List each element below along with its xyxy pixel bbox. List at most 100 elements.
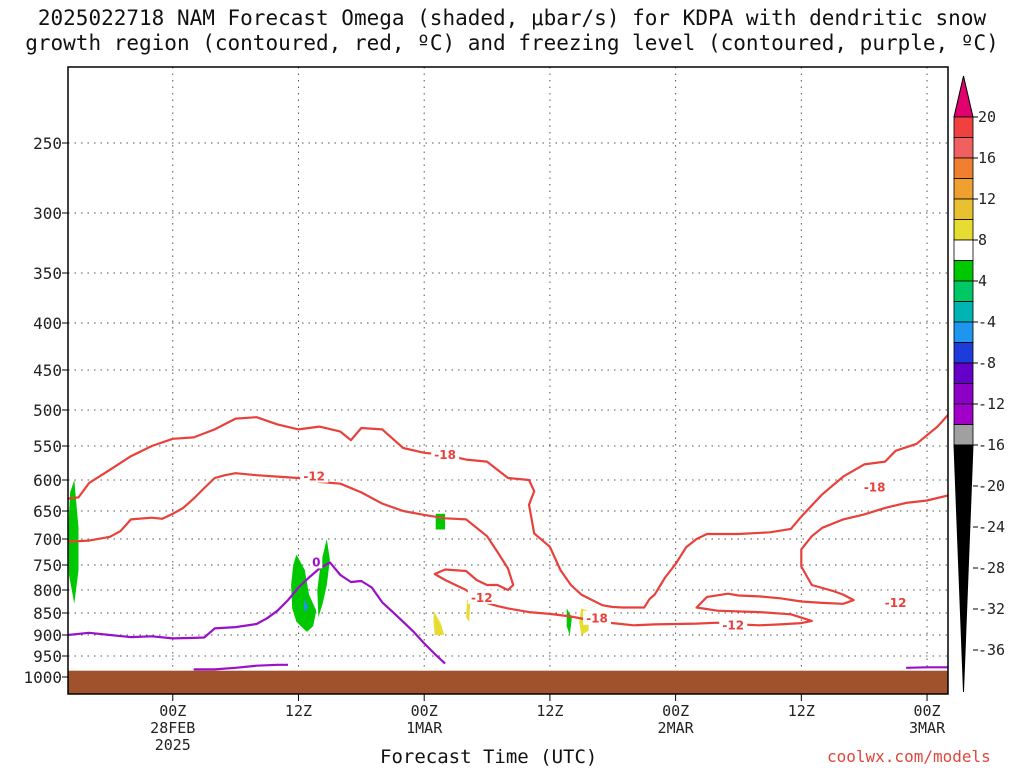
chart-title-line2: growth region (contoured, red, ºC) and f…	[25, 31, 999, 55]
contour-label: -12	[885, 596, 907, 610]
grid	[68, 67, 948, 694]
contour-label-bg	[860, 479, 889, 494]
y-tick-label: 800	[33, 581, 62, 600]
contour-label-bg	[467, 589, 496, 604]
colorbar-segment	[953, 321, 974, 343]
y-tick-label: 1000	[23, 668, 62, 687]
colorbar-label: -12	[978, 395, 1005, 413]
omega-shaded-area	[303, 599, 308, 613]
contour-line--12	[68, 413, 948, 609]
y-tick-label: 350	[33, 264, 62, 283]
colorbar-segment	[953, 157, 974, 179]
x-tick-label: 00Z	[411, 702, 438, 720]
contour-label: 0	[312, 555, 320, 569]
colorbar-segment	[953, 260, 974, 282]
contour-label-bg	[310, 554, 323, 569]
omega-shaded-area	[466, 599, 471, 622]
x-tick-label: 12Z	[788, 702, 815, 720]
colorbar-label: -24	[978, 518, 1005, 536]
colorbar-segment	[953, 219, 974, 241]
contour-label-bg	[881, 594, 910, 609]
colorbar-label: -20	[978, 477, 1005, 495]
colorbar-label: -8	[978, 354, 996, 372]
x-tick-label: 12Z	[285, 702, 312, 720]
colorbar-top-arrow	[953, 75, 974, 118]
colorbar-segment	[953, 280, 974, 302]
contour-label: -18	[586, 612, 608, 626]
colorbar-segment	[953, 383, 974, 405]
contour-line-0	[193, 663, 288, 671]
contour-label: -12	[471, 591, 493, 605]
contour-label-bg	[300, 468, 329, 483]
y-tick-label: 750	[33, 556, 62, 575]
credit-link[interactable]: coolwx.com/models	[827, 747, 991, 766]
contour-line--12	[68, 472, 948, 627]
colorbar-segment	[953, 424, 974, 446]
colorbar-label: -32	[978, 600, 1005, 618]
x-tick-label: 1MAR	[406, 719, 443, 737]
colorbar-segment	[953, 239, 974, 261]
colorbar-label: -28	[978, 559, 1005, 577]
colorbar-segment	[953, 116, 974, 138]
chart-title-line1: 2025022718 NAM Forecast Omega (shaded, μ…	[37, 6, 987, 30]
x-tick-label: 2MAR	[658, 719, 695, 737]
plot-frame	[67, 66, 949, 695]
y-tick-label: 900	[33, 626, 62, 645]
chart-title: 2025022718 NAM Forecast Omega (shaded, μ…	[0, 6, 1024, 56]
y-tick-label: 950	[33, 647, 62, 666]
colorbar-label: 20	[978, 108, 996, 126]
y-axis: 250 300 350 400 450 500 550 600 650 700 750 800 850 9…	[23, 134, 68, 687]
colorbar: 20 16 12 8 4 -4 -8 -12 -16 -20 -24 -28 -32 -36	[953, 75, 1005, 693]
y-tick-label: 600	[33, 471, 62, 490]
colorbar-segment	[953, 403, 974, 425]
y-tick-label: 700	[33, 530, 62, 549]
x-tick-label: 3MAR	[909, 719, 946, 737]
y-tick-label: 550	[33, 437, 62, 456]
x-axis-label: Forecast Time (UTC)	[380, 746, 598, 768]
x-tick-label: 28FEB	[150, 719, 195, 737]
colorbar-label: 16	[978, 149, 996, 167]
contour-line-0	[68, 561, 446, 665]
contour-label-bg	[431, 446, 460, 461]
colorbar-bottom-arrow	[953, 444, 974, 693]
colorbar-label: 4	[978, 272, 987, 290]
omega-shaded-area	[433, 610, 445, 635]
contour-label-bg	[583, 610, 612, 625]
y-tick-label: 300	[33, 204, 62, 223]
colorbar-segment	[953, 198, 974, 220]
y-tick-label: 400	[33, 314, 62, 333]
x-tick-label: 00Z	[159, 702, 186, 720]
y-tick-label: 450	[33, 361, 62, 380]
plot-area	[68, 67, 948, 694]
omega-shaded-area	[291, 554, 317, 632]
contour-label: -18	[864, 480, 886, 494]
colorbar-segment	[953, 137, 974, 159]
colorbar-segment	[953, 362, 974, 384]
y-tick-label: 650	[33, 502, 62, 521]
contour-label: -12	[722, 618, 744, 632]
colorbar-label: -36	[978, 641, 1005, 659]
x-tick-label: 00Z	[914, 702, 941, 720]
contour-labels: -12 -18 -12 -18 -12 -18 -12 0	[300, 446, 910, 632]
colorbar-segment	[953, 301, 974, 323]
colorbar-label: 12	[978, 190, 996, 208]
colorbar-segment	[953, 178, 974, 200]
y-tick-label: 850	[33, 604, 62, 623]
x-tick-label: 2025	[155, 736, 191, 754]
ground-fill	[68, 670, 948, 694]
colorbar-label: -16	[978, 436, 1005, 454]
contours	[68, 413, 948, 671]
contour-label: -12	[303, 470, 325, 484]
contour-label-bg	[719, 617, 748, 632]
x-tick-label: 00Z	[662, 702, 689, 720]
colorbar-label: 8	[978, 231, 987, 249]
colorbar-segment	[953, 342, 974, 364]
contour-line-0	[906, 666, 948, 669]
omega-shaded-area	[317, 539, 330, 618]
y-tick-label: 250	[33, 134, 62, 153]
y-tick-label: 500	[33, 401, 62, 420]
contour-label: -18	[434, 448, 456, 462]
x-tick-label: 12Z	[536, 702, 563, 720]
